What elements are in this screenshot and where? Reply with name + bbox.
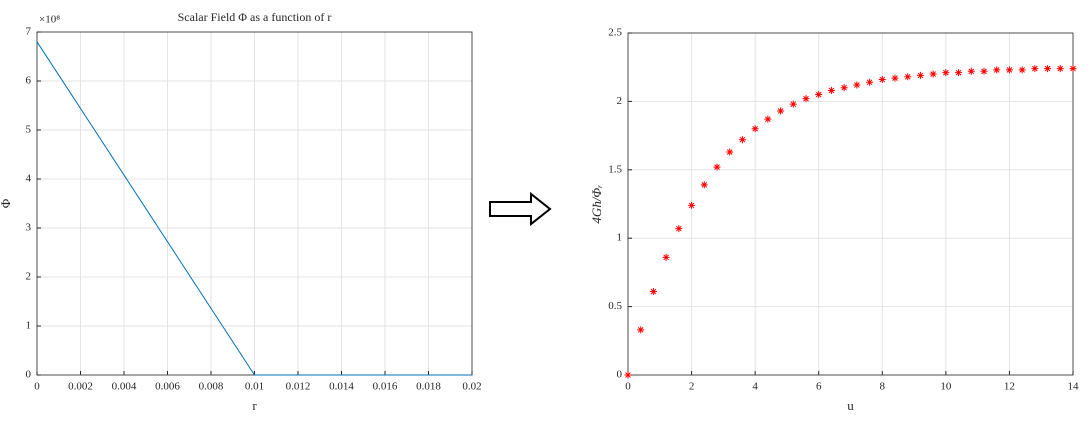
marker <box>688 201 696 209</box>
marker <box>675 225 683 233</box>
marker <box>1056 65 1064 73</box>
x-tick-label: 0.02 <box>462 381 481 393</box>
y-tick-label: 3 <box>26 222 32 234</box>
x-tick-label: 8 <box>880 381 886 393</box>
marker <box>738 136 746 144</box>
marker <box>789 100 797 108</box>
marker <box>878 76 886 84</box>
marker <box>802 95 810 103</box>
y-tick-label: 7 <box>26 26 32 38</box>
y-tick-label: 1 <box>26 320 32 332</box>
marker <box>777 107 785 115</box>
marker <box>637 326 645 334</box>
marker <box>764 115 772 123</box>
chart-title: Scalar Field Φ as a function of r <box>178 10 332 24</box>
y-tick-label: 0.5 <box>608 300 622 312</box>
x-tick-label: 0 <box>625 381 631 393</box>
x-tick-label: 0.01 <box>245 381 264 393</box>
marker <box>891 74 899 82</box>
marker <box>726 148 734 156</box>
marker <box>853 81 861 89</box>
marker <box>980 67 988 75</box>
x-tick-label: 12 <box>1004 381 1015 393</box>
y-multiplier: ×10⁸ <box>39 14 60 26</box>
axes-box <box>627 32 1074 376</box>
marker <box>624 371 632 379</box>
marker <box>904 73 912 81</box>
y-tick-label: 1.5 <box>608 163 622 175</box>
marker <box>815 91 823 99</box>
x-tick-label: 0.002 <box>68 381 93 393</box>
marker <box>942 69 950 77</box>
marker <box>967 67 975 75</box>
marker <box>840 84 848 92</box>
x-tick-label: 0.014 <box>329 381 354 393</box>
marker <box>993 66 1001 74</box>
marker <box>929 70 937 78</box>
marker <box>751 125 759 133</box>
line <box>36 41 472 376</box>
x-axis-label: u <box>847 398 854 413</box>
x-tick-label: 4 <box>752 381 758 393</box>
marker <box>1031 65 1039 73</box>
marker <box>649 288 657 296</box>
y-tick-label: 0 <box>26 369 32 381</box>
x-tick-label: 0.004 <box>112 381 137 393</box>
y-tick-label: 2 <box>26 271 32 283</box>
marker <box>1069 65 1077 73</box>
marker <box>1005 66 1013 74</box>
x-tick-label: 0.008 <box>199 381 224 393</box>
marker <box>827 86 835 94</box>
x-tick-label: 2 <box>689 381 695 393</box>
y-tick-label: 2 <box>617 95 623 107</box>
marker <box>955 69 963 77</box>
y-tick-label: 2.5 <box>608 27 622 39</box>
y-tick-label: 0 <box>617 369 623 381</box>
marker <box>916 71 924 79</box>
marker <box>1018 66 1026 74</box>
y-axis-label: Φ <box>0 198 13 208</box>
x-tick-label: 6 <box>816 381 822 393</box>
x-tick-label: 0 <box>34 381 40 393</box>
x-tick-label: 0.006 <box>155 381 180 393</box>
marker <box>866 78 874 86</box>
arrow <box>489 191 552 227</box>
x-tick-label: 0.012 <box>286 381 311 393</box>
marker <box>662 253 670 261</box>
x-tick-label: 0.016 <box>373 381 398 393</box>
y-axis-label: 4Għ/Φᵣ <box>589 184 604 223</box>
y-tick-label: 1 <box>617 232 623 244</box>
y-tick-label: 6 <box>26 75 32 87</box>
y-tick-label: 4 <box>26 173 32 185</box>
x-tick-label: 10 <box>940 381 952 393</box>
y-tick-label: 5 <box>26 124 32 136</box>
x-axis-label: r <box>252 398 257 413</box>
marker <box>1044 65 1052 73</box>
x-tick-label: 0.018 <box>416 381 441 393</box>
marker <box>700 181 708 189</box>
x-tick-label: 14 <box>1068 381 1080 393</box>
marker <box>713 163 721 171</box>
